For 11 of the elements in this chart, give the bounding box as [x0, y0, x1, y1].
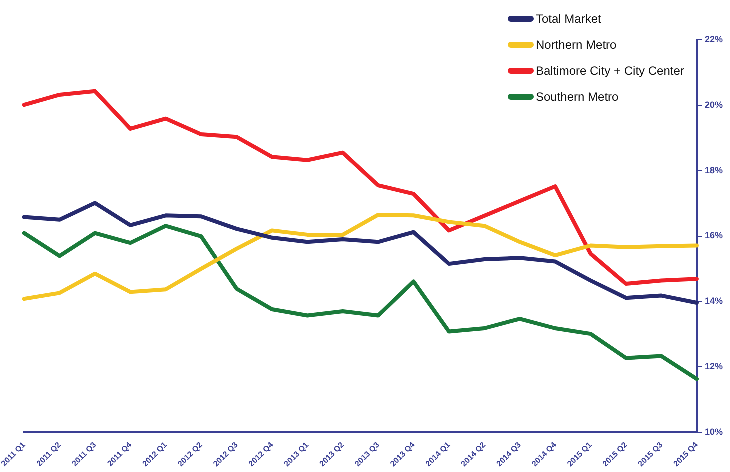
- y-tick-label: 16%: [704, 230, 723, 241]
- y-tick-label: 12%: [704, 362, 723, 372]
- y-tick-label: 14%: [704, 296, 723, 306]
- y-tick-label: 20%: [704, 100, 723, 110]
- legend-label: Total Market: [536, 12, 602, 26]
- y-tick-label: 18%: [704, 165, 723, 176]
- legend-label: Baltimore City + City Center: [536, 64, 684, 78]
- legend-label: Northern Metro: [536, 38, 617, 52]
- y-tick-label: 10%: [704, 426, 723, 437]
- y-tick-label: 22%: [704, 34, 723, 44]
- legend-label: Southern Metro: [536, 90, 619, 104]
